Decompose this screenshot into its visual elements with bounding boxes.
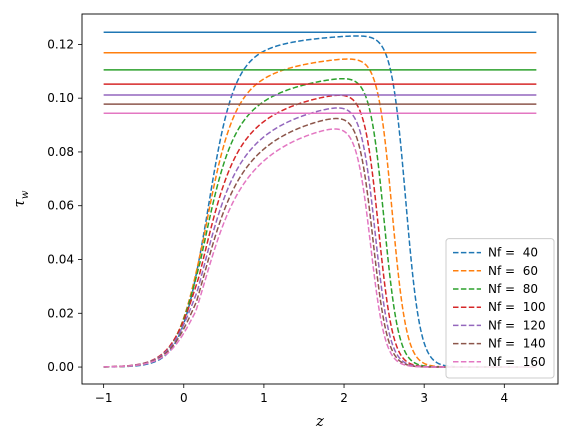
x-tick-label: 0 [180, 391, 188, 405]
x-tick-label: 2 [340, 391, 348, 405]
y-tick-label: 0.04 [47, 253, 74, 267]
x-tick-label: 3 [420, 391, 428, 405]
legend-entry: Nf = 160 [488, 355, 546, 369]
legend-entry: Nf = 100 [488, 300, 546, 314]
legend-entry: Nf = 140 [488, 337, 546, 351]
y-axis-label-main: τ [10, 198, 28, 207]
y-tick-label: 0.12 [47, 37, 74, 51]
y-axis-label-sub: w [20, 190, 31, 199]
y-axis-label: τw [10, 190, 31, 207]
y-axis: 0.00 0.02 0.04 0.06 0.08 0.10 0.12 [47, 37, 82, 374]
plot-frame [81, 13, 559, 385]
legend-entry: Nf = 120 [488, 318, 546, 332]
y-tick-label: 0.06 [47, 199, 74, 213]
y-tick-label: 0.00 [47, 360, 74, 374]
y-tick-label: 0.02 [47, 306, 74, 320]
x-tick-label: −1 [95, 391, 113, 405]
legend: Nf = 40 Nf = 60 Nf = 80 Nf = 100 Nf = 120 Nf … [445, 238, 555, 379]
y-tick-label: 0.10 [47, 91, 74, 105]
x-tick-label: 4 [500, 391, 508, 405]
legend-entry: Nf = 40 [488, 246, 538, 260]
x-tick-label: 1 [260, 391, 268, 405]
legend-entry: Nf = 80 [488, 282, 538, 296]
y-tick-label: 0.08 [47, 145, 74, 159]
x-axis: −1 0 1 2 3 4 [95, 384, 508, 405]
x-axis-label: z [315, 412, 324, 430]
legend-entry: Nf = 60 [488, 264, 538, 278]
